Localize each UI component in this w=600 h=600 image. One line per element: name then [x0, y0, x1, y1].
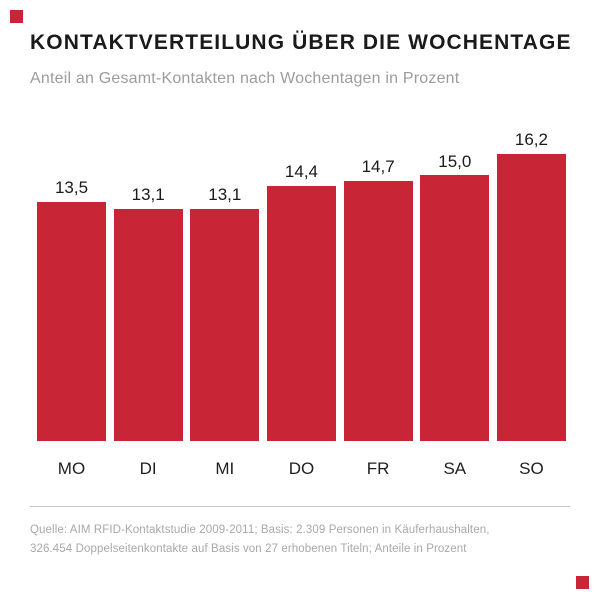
category-label: SA — [443, 459, 467, 478]
bar-column: 13,5 — [37, 178, 106, 441]
bar-chart: 13,5 13,1 13,1 14,4 14,7 15,0 16,2 MO DI MI DO FR S… — [37, 121, 566, 477]
corner-accent-bottom-right — [576, 576, 589, 589]
bar-value-label: 15,0 — [438, 151, 472, 171]
chart-title: KONTAKTVERTEILUNG ÜBER DIE WOCHENTAGE — [30, 31, 572, 54]
bar-column: 16,2 — [496, 130, 566, 441]
category-axis: MO DI MI DO FR SA SO — [37, 460, 566, 477]
bar — [190, 208, 260, 441]
bar-column: 15,0 — [420, 151, 490, 441]
category-label: MO — [57, 459, 86, 478]
category-label: SO — [519, 459, 544, 478]
category-label: FR — [366, 459, 390, 478]
source-line-2: 326.454 Doppelseitenkontakte auf Basis v… — [30, 542, 467, 555]
source-line-1: Quelle: AIM RFID-Kontaktstudie 2009-2011… — [30, 524, 490, 536]
corner-accent-top-left — [10, 10, 23, 23]
bar-value-label: 13,1 — [208, 185, 242, 205]
bar — [496, 153, 566, 441]
bar-value-label: 16,2 — [514, 130, 548, 150]
bar — [420, 175, 490, 441]
bar — [266, 185, 336, 441]
bar-value-label: 13,1 — [131, 185, 165, 205]
chart-subtitle: Anteil an Gesamt-Kontakten nach Wochenta… — [30, 70, 460, 87]
bar-value-label: 14,7 — [361, 156, 395, 176]
bar — [113, 208, 183, 441]
bar — [343, 180, 413, 441]
bar-value-label: 13,5 — [54, 178, 89, 198]
bar-value-label: 14,4 — [284, 162, 319, 182]
category-label: MI — [215, 459, 235, 478]
category-label: DO — [288, 459, 315, 478]
bar-column: 14,4 — [266, 162, 336, 441]
source-note: Quelle: AIM RFID-Kontaktstudie 2009-2011… — [30, 521, 490, 558]
bar — [37, 201, 106, 441]
bar-column: 14,7 — [343, 156, 413, 441]
category-label: DI — [139, 459, 157, 478]
axis-separator-line — [30, 506, 570, 507]
bar-column: 13,1 — [113, 185, 183, 441]
bar-column: 13,1 — [190, 185, 260, 441]
bars-area: 13,5 13,1 13,1 14,4 14,7 15,0 16,2 — [37, 121, 566, 441]
